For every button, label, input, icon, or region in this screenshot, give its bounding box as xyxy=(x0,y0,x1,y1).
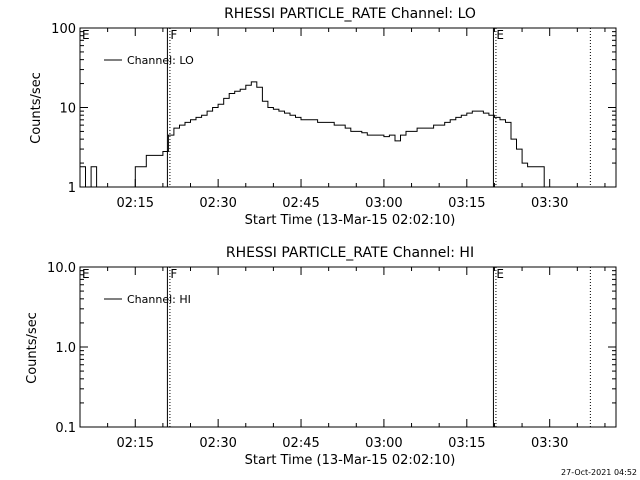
x-tick-label: 03:30 xyxy=(531,196,568,211)
footer-timestamp: 27-Oct-2021 04:52 xyxy=(561,468,637,477)
x-axis-label: Start Time (13-Mar-15 02:02:10) xyxy=(245,213,456,228)
x-tick-label: 02:30 xyxy=(199,196,236,211)
y-tick-label: 0.1 xyxy=(55,421,76,436)
y-tick-label: 1 xyxy=(68,181,76,196)
panel-lo: RHESSI PARTICLE_RATE Channel: LO 110100 … xyxy=(29,6,617,228)
legend-entry: Channel: HI xyxy=(127,293,191,306)
x-tick-label: 03:00 xyxy=(365,196,402,211)
x-tick-label: 03:00 xyxy=(365,436,402,451)
event-marker-label: E xyxy=(496,267,504,281)
x-tick-label: 02:45 xyxy=(282,436,319,451)
event-marker-label: F xyxy=(170,28,177,42)
y-tick-label: 1.0 xyxy=(55,341,76,356)
y-tick-label: 10 xyxy=(59,102,76,117)
event-marker-label: F xyxy=(170,267,177,281)
x-tick-label: 02:15 xyxy=(117,196,154,211)
x-axis-label: Start Time (13-Mar-15 02:02:10) xyxy=(245,453,456,468)
legend: Channel: HI xyxy=(104,293,191,306)
legend: Channel: LO xyxy=(104,54,194,67)
y-axis-label: Counts/sec xyxy=(25,312,40,384)
panel-hi: RHESSI PARTICLE_RATE Channel: HI 0.1 1.0 1… xyxy=(25,245,617,468)
x-tick-label: 03:30 xyxy=(531,436,568,451)
y-axis-label: Counts/sec xyxy=(29,72,44,144)
x-tick-label: 03:15 xyxy=(448,196,485,211)
y-tick-label: 100 xyxy=(51,22,76,37)
plot-frame xyxy=(79,266,617,428)
x-tick-label: 03:15 xyxy=(448,436,485,451)
y-axis: 0.1 1.0 10.0 xyxy=(47,261,616,436)
x-tick-label: 02:45 xyxy=(282,196,319,211)
x-axis: 02:15 02:30 02:45 03:00 03:15 03:30 xyxy=(79,267,606,451)
event-marker-label: E xyxy=(496,28,504,42)
chart-title: RHESSI PARTICLE_RATE Channel: HI xyxy=(226,245,474,261)
event-marker-label: E xyxy=(82,28,90,42)
y-axis: 1 10 100 xyxy=(51,22,616,196)
x-tick-label: 02:15 xyxy=(117,436,154,451)
x-axis: 02:15 02:30 02:45 03:00 03:15 03:30 xyxy=(79,28,606,211)
legend-entry: Channel: LO xyxy=(127,54,194,67)
plot-frame xyxy=(79,27,617,188)
event-marker-label: E xyxy=(82,267,90,281)
chart-title: RHESSI PARTICLE_RATE Channel: LO xyxy=(224,6,476,22)
x-tick-label: 02:30 xyxy=(199,436,236,451)
series-line-lo xyxy=(80,81,594,188)
y-tick-label: 10.0 xyxy=(47,261,76,276)
